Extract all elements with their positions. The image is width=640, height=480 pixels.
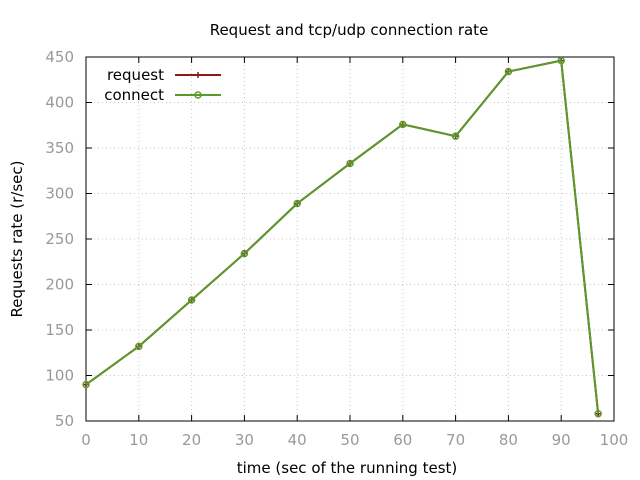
data-point-connect [451, 132, 460, 140]
y-tick-label: 400 [45, 94, 74, 112]
x-tick-label: 40 [288, 431, 307, 449]
legend-label-request: request [107, 66, 164, 84]
data-point-connect [293, 199, 301, 208]
data-point-connect [346, 159, 354, 168]
data-point-connect [504, 67, 513, 76]
x-tick-label: 60 [393, 431, 412, 449]
data-point-connect [399, 120, 407, 129]
chart-title: Request and tcp/udp connection rate [210, 21, 489, 39]
data-point-connect [240, 249, 249, 258]
grid [86, 57, 614, 421]
y-tick-label: 50 [55, 412, 74, 430]
x-tick-label: 90 [552, 431, 571, 449]
series-request [83, 57, 602, 417]
x-tick-label: 0 [81, 431, 91, 449]
data-point-connect [594, 409, 602, 418]
x-tick-label: 100 [600, 431, 629, 449]
x-tick-label: 50 [340, 431, 359, 449]
y-axis-tick-labels: 50 100 150 200 250 300 350 400 450 [45, 48, 74, 430]
x-tick-label: 20 [182, 431, 201, 449]
y-tick-label: 100 [45, 367, 74, 385]
y-tick-label: 350 [45, 139, 74, 157]
x-axis-tick-labels: 0 10 20 30 40 50 60 70 80 90 100 [81, 431, 628, 449]
y-tick-label: 200 [45, 276, 74, 294]
x-tick-label: 70 [446, 431, 465, 449]
axis-ticks [85, 56, 615, 422]
x-tick-label: 80 [499, 431, 518, 449]
series-connect [82, 56, 602, 418]
x-tick-label: 10 [129, 431, 148, 449]
legend-marker-connect [194, 91, 202, 99]
legend-marker-request [195, 72, 201, 78]
x-axis-label: time (sec of the running test) [237, 459, 458, 477]
y-tick-label: 300 [45, 185, 74, 203]
y-tick-label: 250 [45, 230, 74, 248]
x-tick-label: 30 [235, 431, 254, 449]
series-line-request [85, 59, 600, 414]
legend-label-connect: connect [104, 86, 164, 104]
legend: request connect [104, 66, 221, 104]
y-axis-label: Requests rate (r/sec) [8, 161, 26, 318]
data-point-connect [187, 296, 196, 304]
series-line-connect [85, 59, 600, 414]
y-tick-label: 450 [45, 48, 74, 66]
data-point-connect [135, 342, 143, 351]
data-point-connect [557, 56, 565, 65]
series-lines [82, 56, 602, 418]
data-point-connect [82, 380, 90, 389]
y-tick-label: 150 [45, 321, 74, 339]
